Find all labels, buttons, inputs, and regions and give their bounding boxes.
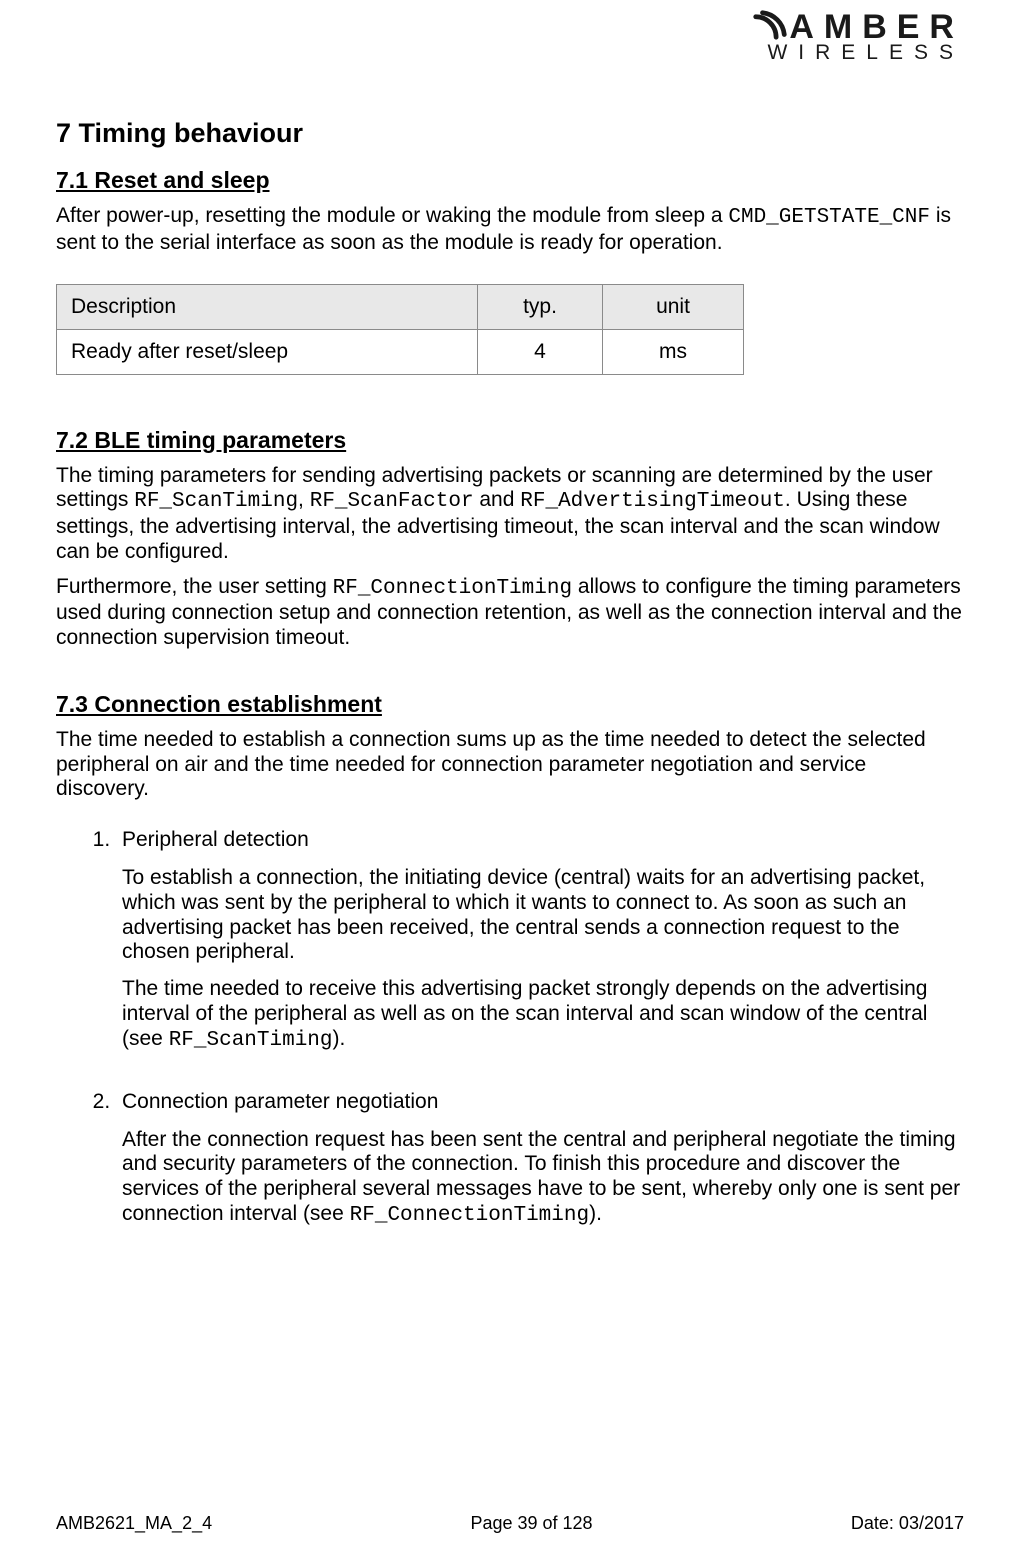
paragraph: After power-up, resetting the module or … xyxy=(56,204,964,256)
list-item-title: Peripheral detection xyxy=(122,828,964,852)
timing-table: Description typ. unit Ready after reset/… xyxy=(56,284,744,375)
list-item-title: Connection parameter negotiation xyxy=(122,1090,964,1114)
code-literal: CMD_GETSTATE_CNF xyxy=(728,206,930,229)
footer-doc-id: AMB2621_MA_2_4 xyxy=(56,1513,212,1534)
text-run: ). xyxy=(333,1027,346,1050)
td-unit: ms xyxy=(603,329,744,374)
text-run: After power-up, resetting the module or … xyxy=(56,204,728,227)
paragraph: The time needed to establish a connectio… xyxy=(56,728,964,802)
text-run: and xyxy=(474,488,521,511)
brand-logo: AMBER WIRELESS xyxy=(731,10,964,63)
ordered-list: Peripheral detection To establish a conn… xyxy=(56,828,964,1228)
list-item: Connection parameter negotiation After t… xyxy=(116,1090,964,1229)
logo-top-row: AMBER xyxy=(731,10,964,44)
td-typ: 4 xyxy=(478,329,603,374)
code-literal: RF_ConnectionTiming xyxy=(350,1204,589,1227)
table-header-row: Description typ. unit xyxy=(57,284,744,329)
document-page: AMBER WIRELESS 7 Timing behaviour 7.1 Re… xyxy=(0,0,1020,1564)
section-title-7-3: 7.3 Connection establishment xyxy=(56,691,964,718)
section-title-7-2: 7.2 BLE timing parameters xyxy=(56,427,964,454)
paragraph: To establish a connection, the initiatin… xyxy=(122,866,964,965)
td-description: Ready after reset/sleep xyxy=(57,329,478,374)
code-literal: RF_AdvertisingTimeout xyxy=(520,490,785,513)
logo-text-top: AMBER xyxy=(789,10,964,44)
page-content: 7 Timing behaviour 7.1 Reset and sleep A… xyxy=(56,118,964,1229)
page-footer: AMB2621_MA_2_4 Page 39 of 128 Date: 03/2… xyxy=(56,1513,964,1534)
section-title-7-1: 7.1 Reset and sleep xyxy=(56,167,964,194)
text-run: Furthermore, the user setting xyxy=(56,575,333,598)
code-literal: RF_ConnectionTiming xyxy=(333,577,572,600)
th-unit: unit xyxy=(603,284,744,329)
paragraph: The time needed to receive this advertis… xyxy=(122,977,964,1053)
wave-icon xyxy=(753,10,787,44)
logo-text-bottom: WIRELESS xyxy=(731,42,964,63)
code-literal: RF_ScanFactor xyxy=(310,490,474,513)
paragraph: The timing parameters for sending advert… xyxy=(56,464,964,565)
code-literal: RF_ScanTiming xyxy=(134,490,298,513)
table-row: Ready after reset/sleep 4 ms xyxy=(57,329,744,374)
paragraph: Furthermore, the user setting RF_Connect… xyxy=(56,575,964,651)
list-item: Peripheral detection To establish a conn… xyxy=(116,828,964,1053)
text-run: ). xyxy=(589,1202,602,1225)
footer-page-number: Page 39 of 128 xyxy=(470,1513,592,1534)
section-title-7: 7 Timing behaviour xyxy=(56,118,964,149)
text-run: , xyxy=(298,488,310,511)
footer-date: Date: 03/2017 xyxy=(851,1513,964,1534)
th-typ: typ. xyxy=(478,284,603,329)
code-literal: RF_ScanTiming xyxy=(169,1029,333,1052)
th-description: Description xyxy=(57,284,478,329)
paragraph: After the connection request has been se… xyxy=(122,1128,964,1229)
